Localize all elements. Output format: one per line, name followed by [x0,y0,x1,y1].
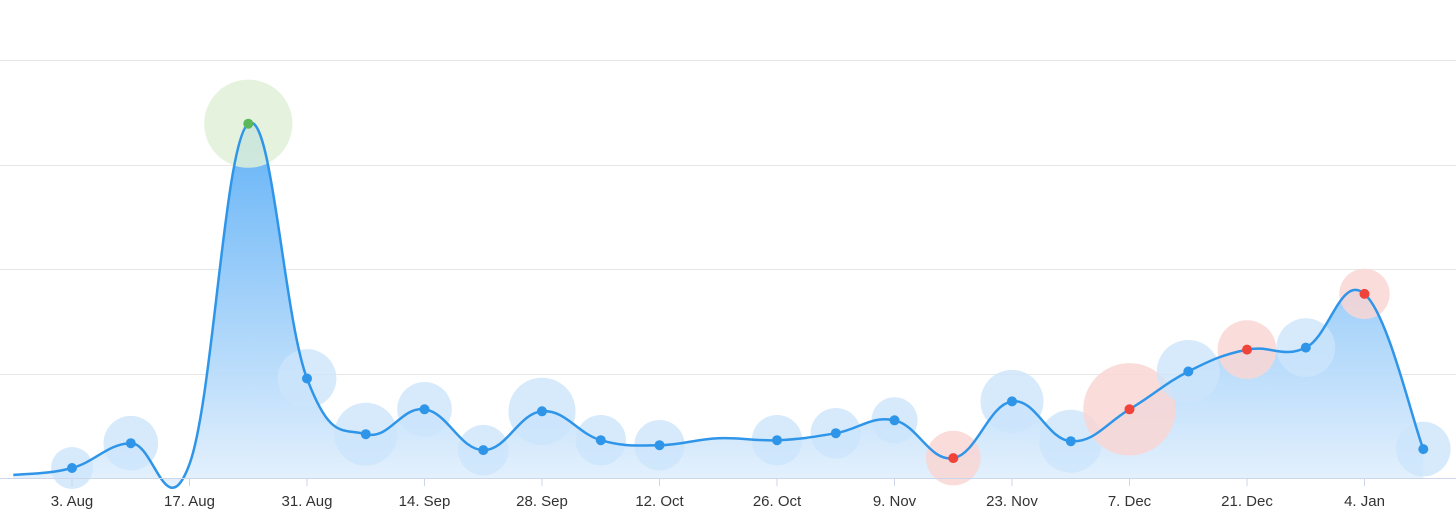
x-axis-ticks: 3. Aug 17. Aug 31. Aug 14. Sep 28. Sep 12. Oc… [51,478,1385,510]
x-tick-label: 31. Aug [282,493,333,510]
data-point[interactable] [1242,344,1252,355]
data-point[interactable] [125,438,136,449]
x-tick-label: 14. Sep [399,493,451,510]
data-point[interactable] [1359,288,1370,299]
data-point[interactable] [595,435,606,446]
x-tick-label: 4. Jan [1344,493,1385,510]
x-tick-label: 9. Nov [873,493,917,510]
data-point[interactable] [1124,404,1135,415]
data-point[interactable] [1007,396,1017,407]
x-tick-label: 3. Aug [51,493,94,510]
data-point[interactable] [772,435,782,446]
x-tick-label: 28. Sep [516,493,568,510]
area-fill [13,122,1424,488]
x-tick-label: 7. Dec [1108,493,1152,510]
x-tick-label: 17. Aug [164,493,215,510]
data-point[interactable] [1183,366,1194,377]
data-points [67,118,1429,473]
data-point[interactable] [67,463,77,473]
x-tick-label: 12. Oct [635,493,684,510]
data-point[interactable] [830,428,841,439]
data-point[interactable] [302,373,312,384]
x-tick-label: 21. Dec [1221,493,1273,510]
data-point[interactable] [889,415,900,426]
data-point[interactable] [1065,436,1076,447]
data-point[interactable] [360,429,371,440]
data-point[interactable] [1300,342,1311,353]
data-point[interactable] [419,404,430,415]
x-tick-label: 23. Nov [986,493,1038,510]
x-tick-label: 26. Oct [753,493,802,510]
data-point[interactable] [537,406,547,417]
data-point[interactable] [948,453,959,464]
data-point[interactable] [243,118,254,129]
data-point[interactable] [654,440,665,451]
data-point[interactable] [1418,444,1429,455]
data-point[interactable] [478,445,489,456]
